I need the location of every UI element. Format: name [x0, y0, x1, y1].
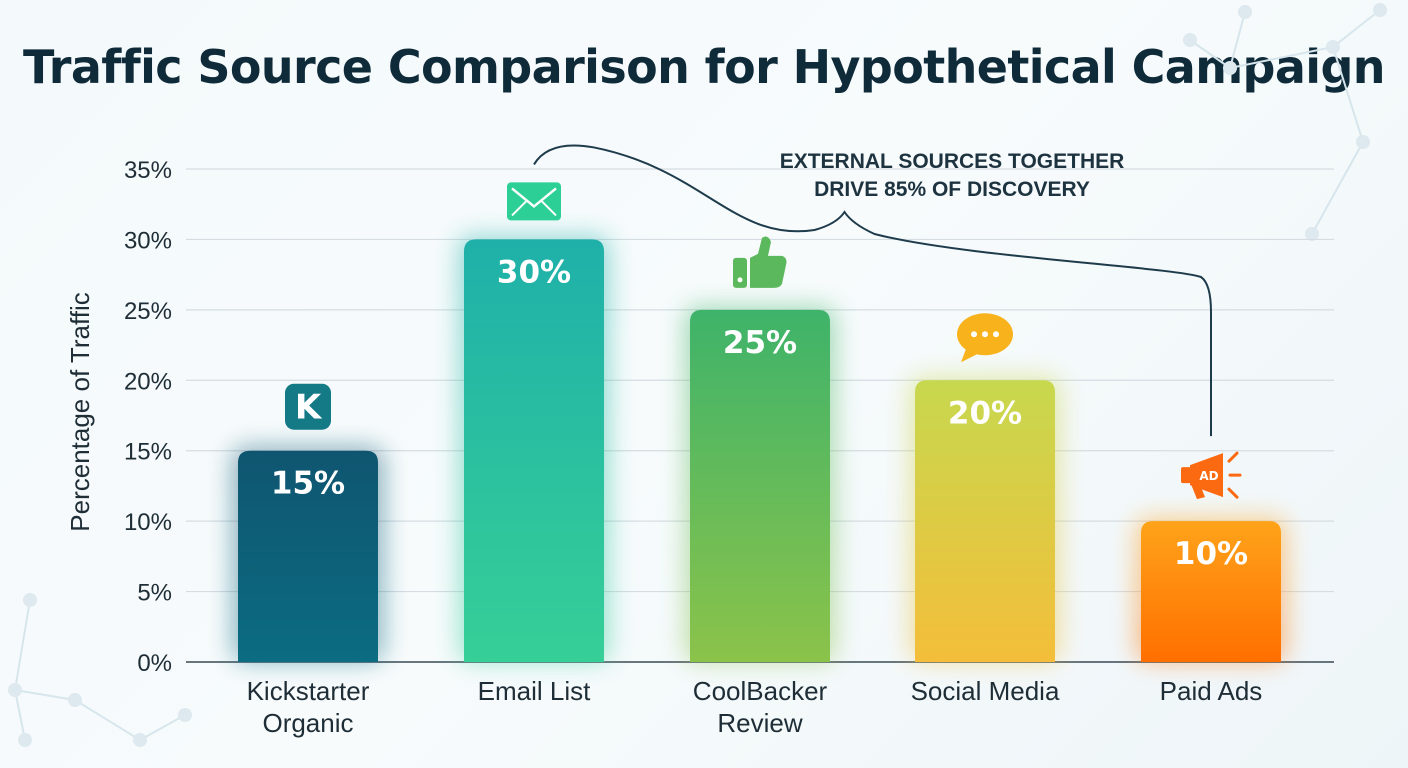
- bar-value-label: 10%: [1174, 536, 1248, 572]
- envelope-fold: [541, 200, 557, 217]
- y-tick-label: 20%: [124, 368, 172, 395]
- envelope-icon: [507, 182, 561, 221]
- y-tick-label: 0%: [137, 650, 172, 677]
- annotation-text: EXTERNAL SOURCES TOGETHER: [780, 150, 1125, 173]
- network-node: [178, 708, 192, 722]
- bars: 15% 30% 25% 20% 10%: [232, 235, 1287, 662]
- y-tick-label: 10%: [124, 509, 172, 536]
- megaphone-cone: [1190, 453, 1223, 498]
- network-link: [1332, 9, 1381, 48]
- network-node: [1305, 227, 1319, 241]
- network-link: [1229, 46, 1334, 69]
- bar: [238, 450, 378, 662]
- y-tick-label: 30%: [124, 227, 172, 254]
- bar: [915, 380, 1055, 662]
- x-tick-label: Kickstarter: [247, 676, 370, 706]
- megaphone-sound-line: [1227, 487, 1239, 499]
- annotation-bracket: [533, 144, 1212, 437]
- network-node: [23, 593, 37, 607]
- envelope-fold: [511, 200, 527, 217]
- background-network-decoration: [8, 3, 1387, 747]
- network-link: [14, 689, 26, 741]
- megaphone-sound-line: [1227, 451, 1239, 463]
- annotation: EXTERNAL SOURCES TOGETHER DRIVE 85% OF DI…: [533, 144, 1212, 437]
- megaphone-text: AD: [1199, 469, 1218, 483]
- network-node: [1373, 3, 1387, 17]
- network-node: [1356, 135, 1370, 149]
- kickstarter-icon: K: [285, 383, 331, 430]
- network-link: [74, 699, 141, 741]
- x-tick-label: CoolBacker: [693, 676, 828, 706]
- network-node: [1238, 5, 1252, 19]
- network-link: [1311, 141, 1364, 235]
- y-tick-labels: 0% 5% 10% 15% 20% 25% 30% 35%: [124, 157, 172, 677]
- network-node: [1183, 33, 1197, 47]
- envelope-flap: [511, 187, 557, 209]
- y-tick-label: 5%: [137, 580, 172, 607]
- x-tick-label: Paid Ads: [1160, 676, 1263, 706]
- network-node: [133, 733, 147, 747]
- annotation-text: DRIVE 85% OF DISCOVERY: [814, 178, 1090, 201]
- speech-bubble-icon: [957, 313, 1013, 363]
- y-axis-label: Percentage of Traffic: [65, 292, 95, 531]
- bubble-tail: [961, 346, 981, 363]
- bubble-dot: [982, 331, 988, 338]
- bar: [1141, 521, 1281, 662]
- megaphone-handle: [1181, 467, 1191, 484]
- thumb-cuff: [733, 257, 747, 288]
- thumbs-up-icon: [733, 236, 787, 288]
- icon-letter: K: [295, 388, 323, 428]
- y-tick-label: 15%: [124, 439, 172, 466]
- network-link: [139, 714, 186, 741]
- network-link: [14, 599, 31, 691]
- bubble-dot: [971, 331, 977, 338]
- thumb-hand: [750, 236, 787, 288]
- network-link: [14, 689, 76, 701]
- megaphone-grip: [1191, 484, 1205, 500]
- icon-background: [285, 383, 331, 430]
- envelope-body: [507, 182, 561, 221]
- bar-value-label: 20%: [948, 395, 1022, 431]
- network-link: [1189, 39, 1231, 69]
- x-tick-label: Review: [717, 708, 802, 738]
- x-tick-label: Organic: [262, 708, 353, 738]
- y-tick-label: 25%: [124, 298, 172, 325]
- y-axis-title: Percentage of Traffic: [65, 292, 95, 531]
- network-node: [18, 733, 32, 747]
- network-node: [1326, 40, 1340, 54]
- bubble-dot: [993, 331, 999, 338]
- chart-title: Traffic Source Comparison for Hypothetic…: [23, 40, 1385, 94]
- x-tick-label: Email List: [478, 676, 591, 706]
- bar-value-label: 25%: [723, 325, 797, 361]
- megaphone-icon: AD: [1181, 451, 1242, 500]
- y-tick-label: 35%: [124, 157, 172, 184]
- network-link: [1229, 11, 1246, 69]
- network-node: [8, 683, 22, 697]
- bar-value-label: 15%: [271, 466, 345, 502]
- network-node: [1223, 61, 1237, 75]
- x-tick-label: Social Media: [911, 676, 1060, 706]
- bar: [690, 309, 830, 662]
- network-link: [1332, 46, 1364, 143]
- bar: [464, 239, 604, 662]
- network-node: [68, 693, 82, 707]
- bar-icons: K AD: [285, 182, 1242, 500]
- bar-value-label: 30%: [497, 254, 571, 290]
- thumb-dot: [737, 277, 743, 283]
